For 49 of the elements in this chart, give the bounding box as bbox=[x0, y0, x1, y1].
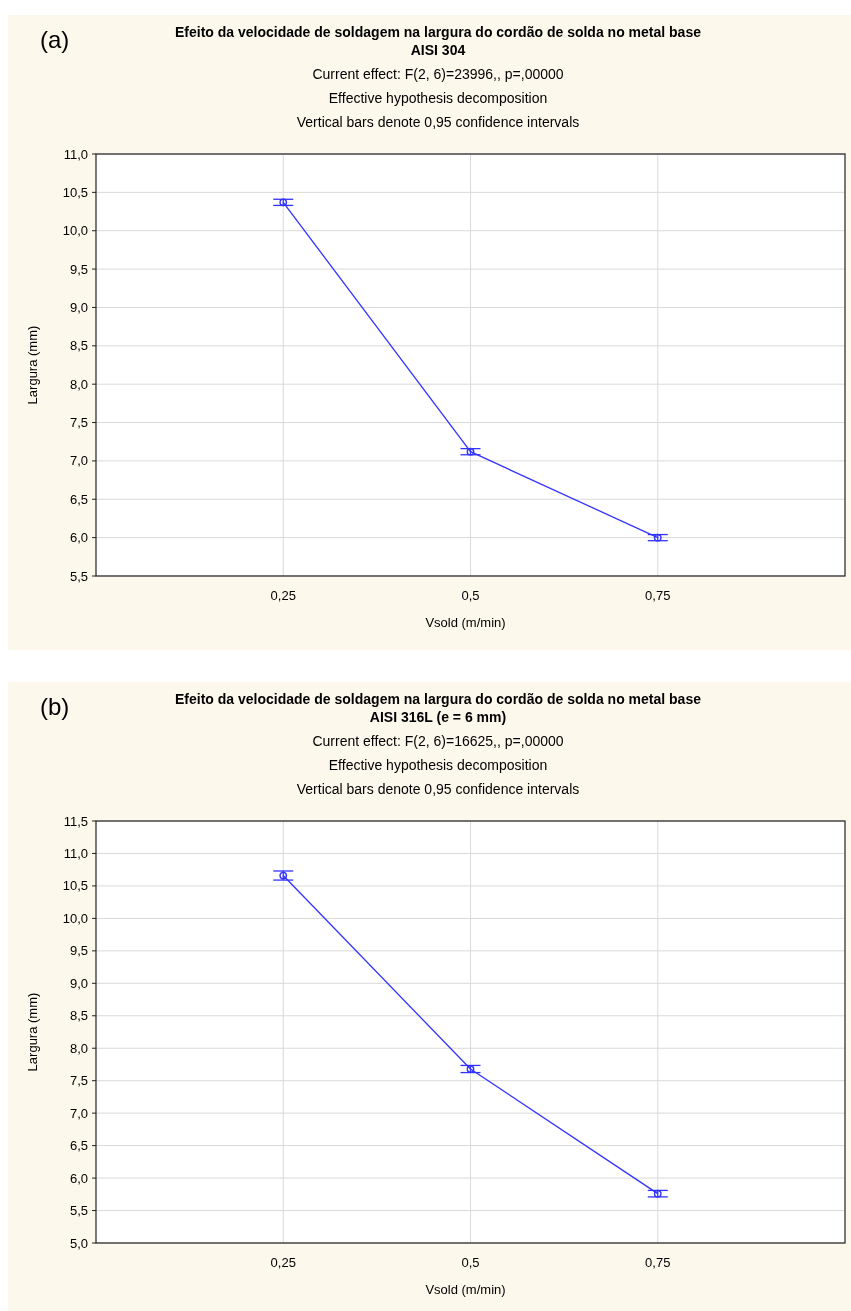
text: Current effect: F(2, 6)=16625,, p=,00000 bbox=[312, 733, 564, 749]
text: (b) bbox=[40, 693, 70, 720]
y-tick-label: 7,5 bbox=[69, 1073, 88, 1089]
y-tick-label: 10,0 bbox=[62, 223, 88, 239]
y-tick-label: 10,0 bbox=[62, 910, 88, 926]
y-tick-label: 7,0 bbox=[69, 453, 88, 469]
text: Effective hypothesis decomposition bbox=[328, 757, 548, 773]
y-tick-label: 8,0 bbox=[69, 1040, 88, 1056]
y-tick-label: 9,0 bbox=[69, 300, 88, 315]
y-tick-label: 9,5 bbox=[69, 943, 88, 959]
x-tick-label: 0,25 bbox=[270, 588, 296, 603]
y-tick-label: 6,0 bbox=[69, 530, 88, 546]
y-tick-label: 5,0 bbox=[69, 1235, 88, 1251]
chart-title: Efeito da velocidade de soldagem na largura do cordão de solda no metal base bbox=[175, 24, 702, 40]
y-tick-label: 11,0 bbox=[63, 846, 88, 862]
y-tick-label: 9,5 bbox=[69, 261, 88, 277]
y-tick-label: 10,5 bbox=[62, 184, 88, 200]
text: Vertical bars denote 0,95 confidence intervals bbox=[296, 114, 580, 130]
chart-subtitle: AISI 316L (e = 6 mm) bbox=[369, 709, 507, 725]
x-axis-title: Vsold (m/min) bbox=[425, 1282, 506, 1297]
y-tick-label: 7,5 bbox=[69, 415, 88, 431]
text: Current effect: F(2, 6)=23996,, p=,00000 bbox=[312, 66, 564, 82]
y-tick-label: 6,5 bbox=[69, 491, 88, 507]
y-axis-title: Largura (mm) bbox=[25, 325, 40, 405]
point bbox=[279, 871, 288, 880]
x-tick-label: 0,75 bbox=[645, 588, 671, 603]
chart-title: Efeito da velocidade de soldagem na largura do cordão de solda no metal base bbox=[175, 691, 702, 707]
x-tick-label: 0,75 bbox=[645, 1255, 671, 1270]
y-tick-label: 5,5 bbox=[69, 1203, 88, 1219]
y-tick-label: 8,0 bbox=[69, 376, 88, 392]
chart-subtitle: AISI 304 bbox=[410, 42, 466, 58]
y-tick-label: 11,0 bbox=[63, 146, 88, 162]
text: Effective hypothesis decomposition bbox=[328, 90, 548, 106]
y-tick-label: 8,5 bbox=[69, 338, 88, 354]
x-tick-label: 0,5 bbox=[461, 588, 480, 603]
text: Vertical bars denote 0,95 confidence intervals bbox=[296, 781, 580, 797]
x-tick-label: 0,5 bbox=[461, 1255, 480, 1270]
x-tick-label: 0,25 bbox=[270, 1255, 296, 1270]
text: (a) bbox=[40, 26, 70, 53]
y-tick-label: 5,5 bbox=[69, 568, 88, 584]
y-tick-label: 7,0 bbox=[69, 1105, 88, 1121]
y-tick-label: 11,5 bbox=[63, 813, 88, 829]
y-tick-label: 10,5 bbox=[62, 878, 88, 894]
y-axis-title: Largura (mm) bbox=[25, 992, 40, 1072]
y-tick-label: 6,0 bbox=[69, 1170, 88, 1186]
x-axis-title: Vsold (m/min) bbox=[425, 615, 506, 630]
y-tick-label: 8,5 bbox=[69, 1008, 88, 1024]
y-tick-label: 9,0 bbox=[69, 975, 88, 991]
y-tick-label: 6,5 bbox=[69, 1138, 88, 1154]
